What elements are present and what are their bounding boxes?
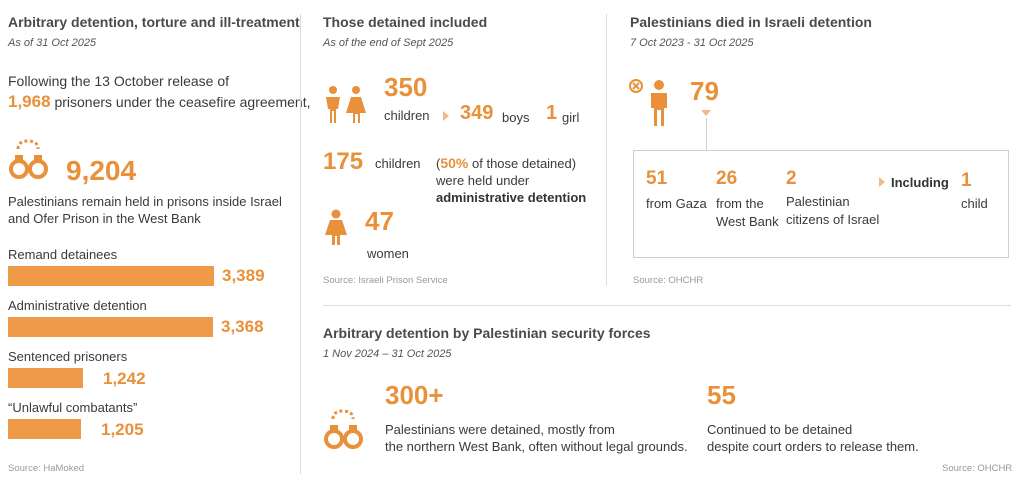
continued-line1: Continued to be detained [707,422,853,437]
pa-detained-line1: Palestinians were detained, mostly from [385,422,615,437]
connector [706,118,707,150]
admin-line2: were held under [436,173,530,188]
citizens-number: 2 [786,168,797,189]
bar [8,368,83,388]
pa-detained-line2: the northern West Bank, often without le… [385,439,688,454]
wb-number: 26 [716,168,738,189]
woman-icon [323,209,349,245]
women-number: 47 [365,206,394,236]
col1-title: Arbitrary detention, torture and ill-tre… [8,14,300,30]
divider [323,305,1011,306]
wb-label-line1: from the [716,196,764,211]
handcuffs-icon [323,409,367,453]
died-breakdown-box [633,150,1009,258]
gaza-number: 51 [646,168,668,189]
bottom-subtitle: 1 Nov 2024 – 31 Oct 2025 [323,348,452,360]
col1-source: Source: HaMoked [8,463,85,474]
col1-intro-line2: 1,968 prisoners under the ceasefire agre… [8,93,310,111]
arrow-icon [443,111,449,121]
down-arrow-icon [701,110,711,116]
died-total-number: 79 [690,76,719,106]
bottom-title: Arbitrary detention by Palestinian secur… [323,325,651,341]
boys-number: 349 [460,102,494,124]
including-label: Including [891,175,949,190]
bar-value: 1,205 [101,420,144,439]
child-number: 1 [961,170,972,191]
continued-line2: despite court orders to release them. [707,439,919,454]
col3-title: Palestinians died in Israeli detention [630,14,872,30]
bottom-source: Source: OHCHR [942,463,1013,474]
bar-label: Sentenced prisoners [8,349,128,364]
admin-pct-rest: of those detained) [472,156,577,171]
admin-children-label: children [375,156,421,171]
bar-value: 1,242 [103,369,146,388]
total-held-number: 9,204 [66,155,137,186]
col3-source: Source: OHCHR [633,275,704,286]
bar [8,266,214,286]
bar [8,317,213,337]
admin-pct: 50% [440,155,469,171]
citizens-label-line1: Palestinian [786,194,850,209]
gaza-label: from Gaza [646,196,707,211]
pa-detained-number: 300+ [385,380,444,410]
paren: ( [436,156,441,171]
col1-intro-line1: Following the 13 October release of [8,73,230,89]
deceased-person-icon [629,78,675,126]
admin-children-number: 175 [323,148,364,175]
col3-subtitle: 7 Oct 2023 - 31 Oct 2025 [630,37,754,49]
total-held-desc-line1: Palestinians remain held in prisons insi… [8,194,282,209]
children-label: children [384,108,430,123]
girl-label: girl [562,110,580,125]
total-held-desc-line2: and Ofer Prison in the West Bank [8,211,201,226]
col2-source: Source: Israeli Prison Service [323,275,448,286]
bar-value: 3,368 [221,317,264,336]
col1-subtitle: As of 31 Oct 2025 [8,37,97,49]
citizens-label-line2: citizens of Israel [786,212,880,227]
bar-label: Remand detainees [8,247,118,262]
children-number: 350 [384,72,428,102]
released-text: prisoners under the ceasefire agreement, [54,94,311,110]
col2-subtitle: As of the end of Sept 2025 [323,37,454,49]
wb-label-line2: West Bank [716,214,779,229]
handcuffs-icon [8,139,52,183]
admin-line1: (50% of those detained) [436,155,576,172]
continued-number: 55 [707,380,736,410]
girl-number: 1 [546,102,558,124]
two-children-icon [323,85,369,125]
boys-label: boys [502,110,530,125]
women-label: women [367,246,409,261]
bar-label: “Unlawful combatants” [8,400,138,415]
divider [606,14,607,286]
released-number: 1,968 [8,92,51,111]
arrow-icon [879,177,885,187]
admin-line3: administrative detention [436,190,587,205]
bar-label: Administrative detention [8,298,147,313]
divider [300,14,301,474]
bar-value: 3,389 [222,266,265,285]
col2-title: Those detained included [323,14,488,30]
child-label: child [961,196,988,211]
bar [8,419,81,439]
